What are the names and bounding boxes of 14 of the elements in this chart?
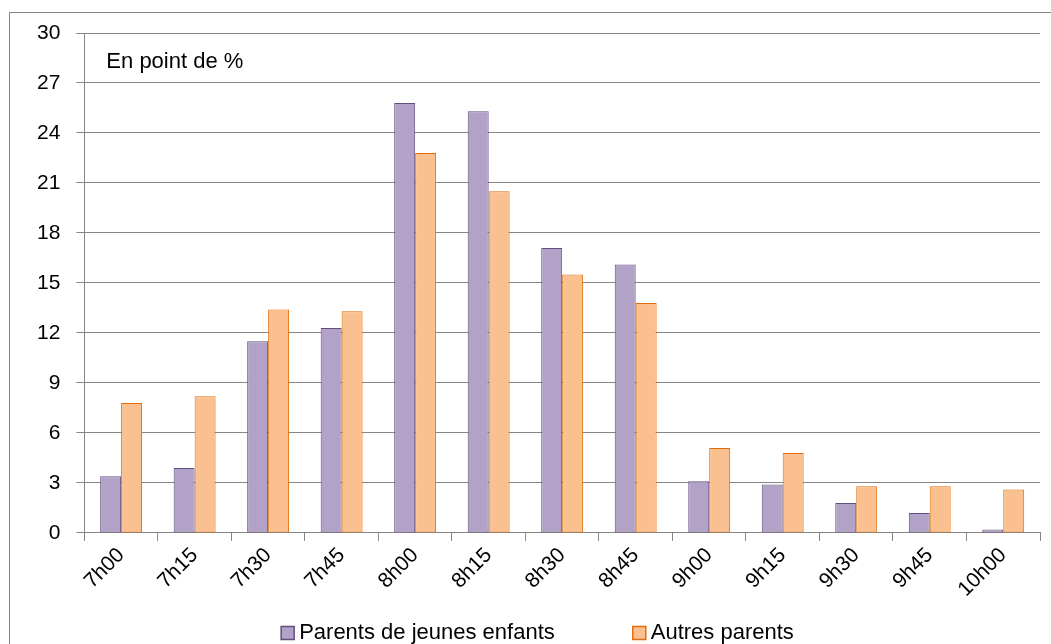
y-tick-label: 24 <box>37 119 61 143</box>
y-tick-label: 27 <box>37 69 61 93</box>
annotation: En point de % <box>106 48 244 74</box>
legend-label: Parents de jeunes enfants <box>299 619 555 644</box>
y-tick-label: 30 <box>37 19 61 43</box>
y-tick-label: 21 <box>37 169 61 193</box>
y-tick-label: 0 <box>48 519 61 543</box>
y-tick-label: 12 <box>37 319 61 343</box>
y-tick-label: 6 <box>48 419 61 443</box>
legend-label: Autres parents <box>650 619 794 644</box>
y-tick-label: 18 <box>37 219 61 243</box>
y-tick-label: 9 <box>48 369 61 393</box>
y-tick-label: 3 <box>48 469 61 493</box>
y-tick-label: 15 <box>37 269 61 293</box>
